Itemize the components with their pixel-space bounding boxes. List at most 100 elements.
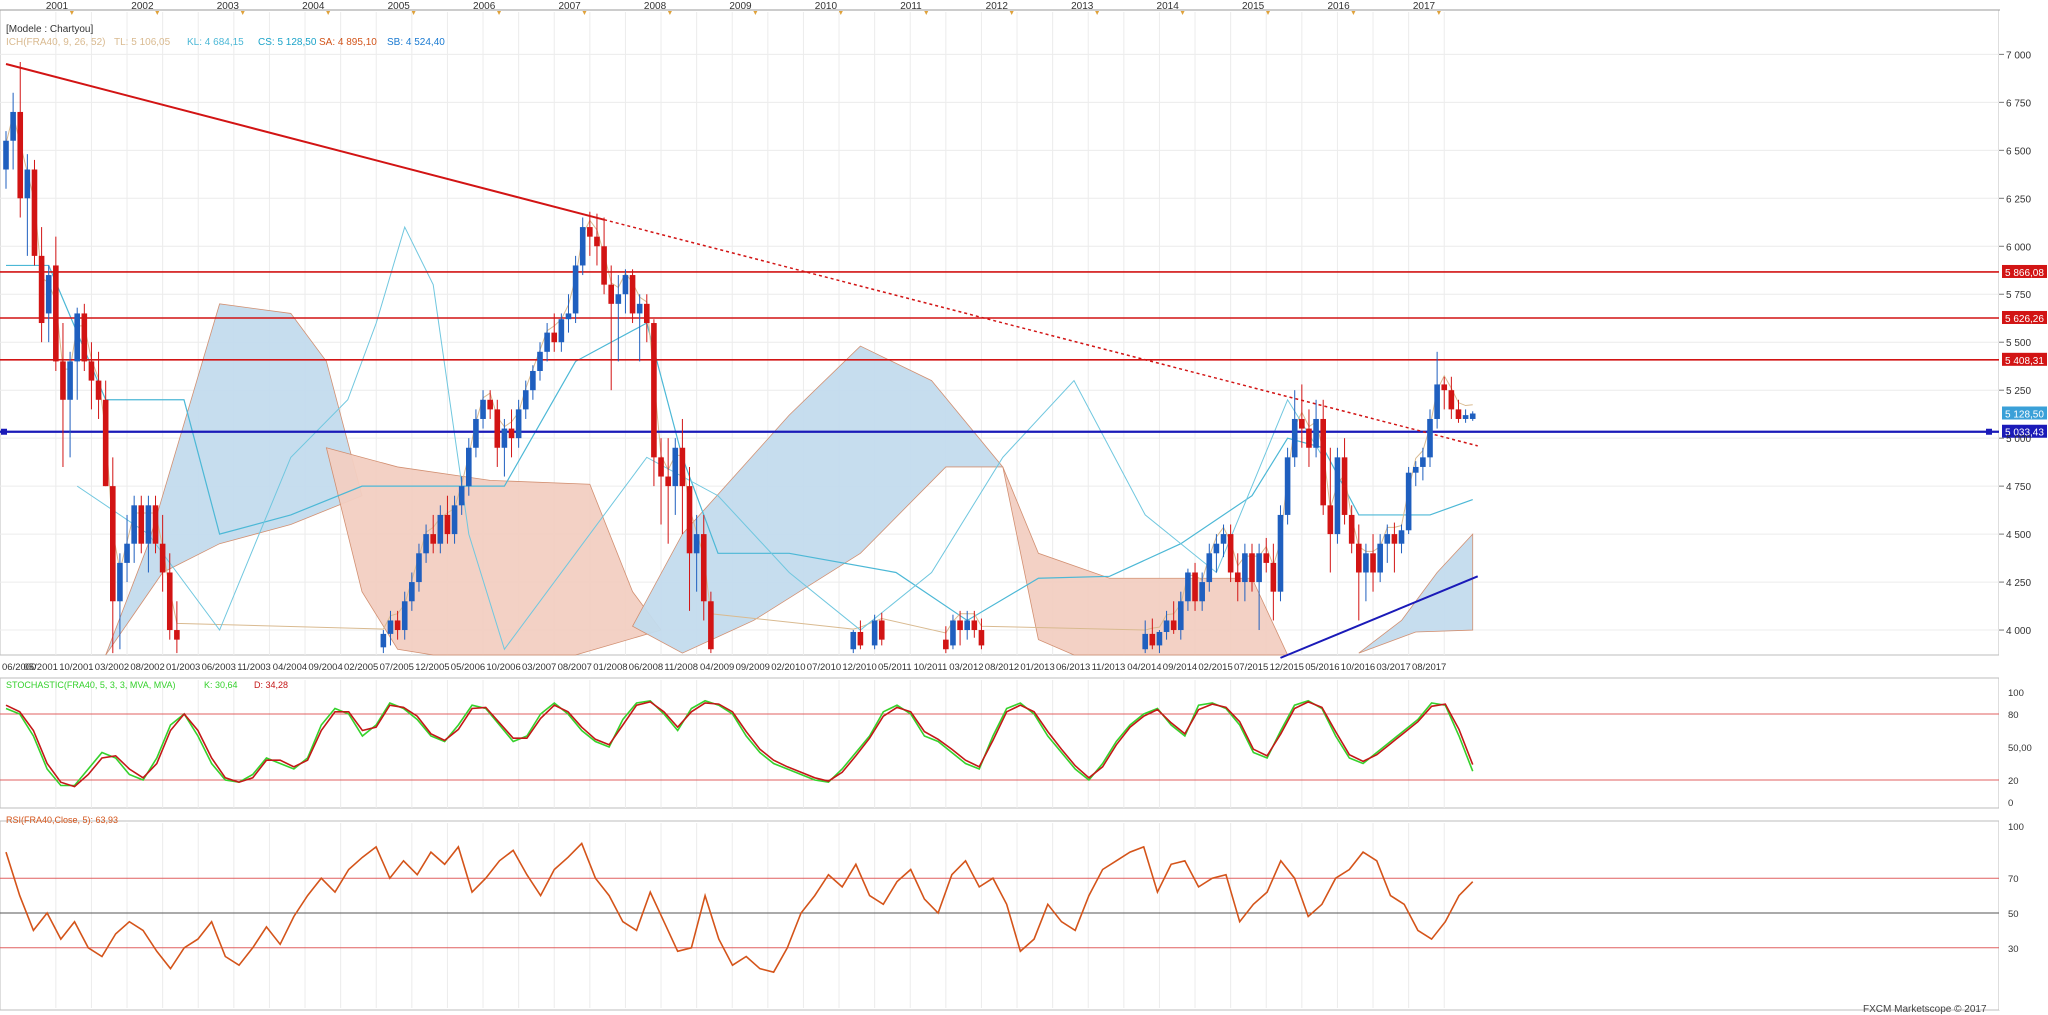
candle-body (159, 543, 166, 573)
y-tick-label: 4 250 (2006, 578, 2031, 589)
x-tick-label: 12/2005 (415, 662, 449, 673)
sa-value: SA: 4 895,10 (319, 37, 377, 48)
year-label: 2014 (1157, 1, 1180, 12)
candle-body (515, 409, 522, 439)
year-label: 2013 (1071, 1, 1094, 12)
candle-body (1270, 562, 1277, 592)
year-marker (753, 11, 758, 15)
candle-body (1249, 553, 1255, 583)
candle-body (1441, 384, 1448, 391)
candle-body (38, 255, 45, 324)
year-label: 2011 (900, 1, 922, 12)
x-tick-label: 04/2009 (700, 662, 734, 673)
year-marker (667, 11, 672, 15)
x-tick-label: 01/2008 (593, 662, 627, 673)
candle-body (572, 265, 579, 314)
x-tick-label: 05/2011 (878, 662, 912, 673)
x-tick-label: 08/2012 (985, 662, 1019, 673)
candle-body (1370, 553, 1376, 573)
candle-body (444, 514, 451, 535)
y-tick-label: 5 500 (2006, 338, 2031, 349)
candle-body (1341, 457, 1348, 515)
kumo-area (1358, 533, 1474, 654)
candle-body (1455, 409, 1462, 419)
candle-body (1213, 543, 1220, 554)
price-flag (2002, 406, 2047, 420)
candle-body (409, 582, 415, 602)
candle-body (686, 486, 693, 554)
year-label: 2008 (644, 1, 667, 12)
year-label: 2010 (815, 1, 838, 12)
price-flag-label: 5 128,50 (2005, 410, 2044, 421)
candle-body (587, 227, 593, 237)
candle-body (174, 630, 180, 640)
candle-body (81, 313, 88, 362)
stochastic-d-value: D: 34,28 (254, 680, 288, 690)
candle-body (1306, 428, 1312, 448)
candle-body (60, 361, 66, 400)
year-label: 2016 (1327, 1, 1350, 12)
candle-body (943, 639, 949, 650)
year-marker (240, 11, 245, 15)
candle-body (1178, 601, 1184, 631)
candle-body (679, 447, 686, 487)
candle-body (629, 275, 636, 314)
y-tick-label: 6 500 (2006, 146, 2031, 157)
candle-body (708, 601, 714, 650)
candle-body (466, 447, 472, 487)
year-marker (924, 11, 929, 15)
stochastic-k-value: K: 30,64 (204, 680, 238, 690)
candle-body (622, 275, 629, 295)
candle-body (1327, 505, 1334, 535)
candle-body (1377, 543, 1383, 573)
year-label: 2003 (217, 1, 240, 12)
x-tick-label: 08/2002 (130, 662, 164, 673)
candle-body (700, 534, 707, 602)
x-tick-label: 08/2017 (1412, 662, 1446, 673)
y-tick-label: 5 000 (2006, 434, 2031, 445)
x-tick-label: 06/2013 (1056, 662, 1090, 673)
x-tick-label: 09/2009 (736, 662, 770, 673)
candle-body (3, 140, 9, 170)
candle-body (88, 361, 95, 381)
x-tick-label: 06/2003 (202, 662, 236, 673)
year-marker (1009, 11, 1014, 15)
candle-body (1206, 553, 1213, 583)
candle-body (1448, 390, 1455, 410)
candles (3, 62, 1476, 654)
candle-body (1156, 631, 1163, 646)
candle-body (1313, 418, 1319, 448)
year-label: 2015 (1242, 1, 1265, 12)
year-marker (1266, 11, 1270, 15)
candle-body (451, 505, 458, 535)
y-tick-label: 4 000 (2006, 626, 2031, 637)
cs-value: CS: 5 128,50 (258, 37, 317, 48)
candle-body (145, 505, 152, 544)
y-tick-label: 0 (2008, 798, 2013, 809)
rsi-panel (0, 820, 2000, 1011)
candle-body (138, 505, 145, 544)
candle-body (644, 303, 650, 324)
price-flag-label: 5 626,26 (2005, 314, 2044, 325)
year-label: 2009 (729, 1, 752, 12)
x-tick-label: 02/2005 (344, 662, 378, 673)
candle-body (1356, 543, 1362, 573)
candle-body (480, 399, 486, 419)
candle-body (437, 514, 444, 544)
candle-body (430, 534, 436, 544)
uptrend-line (1280, 575, 1479, 659)
right-axis-strip (1999, 10, 2048, 1010)
candle-body (1363, 553, 1369, 573)
candle-body (1412, 466, 1419, 473)
candle-body (522, 390, 529, 410)
candle-body (601, 246, 607, 285)
x-tick-label: 11/2008 (664, 662, 698, 673)
candle-body (1299, 418, 1305, 429)
price-flag (2002, 424, 2047, 438)
candle-body (1220, 534, 1227, 544)
series-line (5, 699, 1474, 787)
candle-body (1434, 384, 1440, 419)
candle-body (1185, 572, 1191, 602)
